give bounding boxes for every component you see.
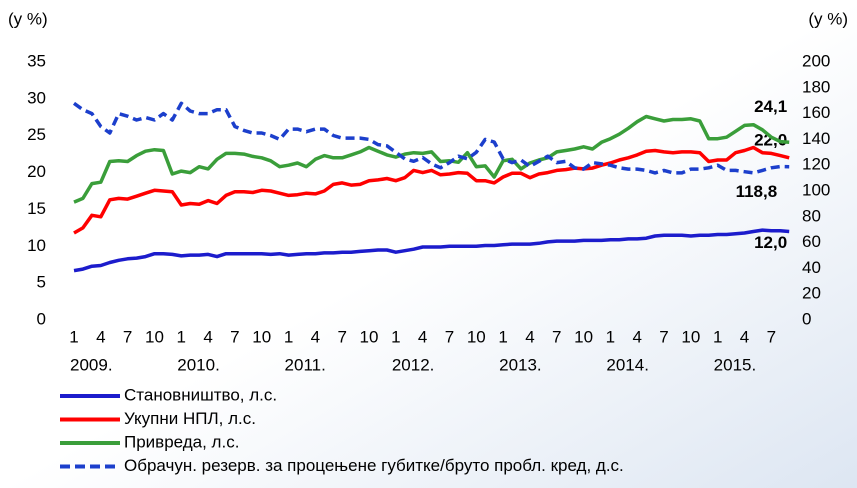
x-tick-label: 4 [418,327,427,346]
y2-tick-label: 80 [802,206,821,225]
series-line [73,114,790,204]
y2-axis-label: (у %) [808,9,848,28]
year-label: 2010. [177,355,220,374]
legend-label: Укупни НПЛ, л.с. [124,409,256,428]
x-tick-label: 4 [525,327,534,346]
legend-label: Обрачун. резерв. за процењене губитке/бр… [124,456,624,475]
x-tick-label: 1 [391,327,400,346]
x-tick-label: 1 [713,327,722,346]
x-tick-label: 4 [96,327,105,346]
y2-tick-label: 20 [802,284,821,303]
x-tick-label: 10 [145,327,164,346]
value-label: 22,0 [754,130,787,149]
y-tick-label: 15 [27,199,46,218]
year-label: 2014. [606,355,649,374]
y-tick-label: 5 [37,273,46,292]
x-tick-label: 7 [230,327,239,346]
legend-label: Становништво, л.с. [124,385,277,404]
series-line [73,228,790,273]
value-label: 24,1 [754,97,787,116]
y-tick-label: 30 [27,88,46,107]
y2-tick-label: 0 [802,309,811,328]
x-tick-label: 4 [311,327,320,346]
year-label: 2012. [392,355,435,374]
x-tick-label: 4 [632,327,641,346]
y-tick-label: 20 [27,162,46,181]
x-tick-label: 10 [574,327,593,346]
y-tick-label: 35 [27,51,46,70]
y2-tick-label: 100 [802,180,830,199]
x-tick-label: 7 [337,327,346,346]
x-tick-label: 1 [177,327,186,346]
x-tick-label: 1 [498,327,507,346]
x-tick-label: 7 [767,327,776,346]
y-axis-label: (у %) [8,9,48,28]
y-tick-label: 25 [27,125,46,144]
y2-tick-label: 40 [802,258,821,277]
series-line [73,145,790,235]
x-tick-label: 10 [252,327,271,346]
year-label: 2013. [499,355,542,374]
x-tick-label: 10 [681,327,700,346]
x-tick-label: 1 [69,327,78,346]
value-label: 12,0 [754,233,787,252]
series-line [72,101,790,175]
x-tick-label: 1 [284,327,293,346]
legend-label: Привреда, л.с. [124,432,239,451]
x-tick-label: 10 [360,327,379,346]
x-tick-label: 7 [659,327,668,346]
year-label: 2015. [714,355,757,374]
x-tick-label: 4 [203,327,212,346]
y2-tick-label: 160 [802,103,830,122]
y2-tick-label: 120 [802,155,830,174]
x-tick-label: 7 [552,327,561,346]
y2-tick-label: 180 [802,77,830,96]
y2-tick-label: 140 [802,129,830,148]
x-tick-label: 1 [606,327,615,346]
y-tick-label: 10 [27,236,46,255]
y2-tick-label: 60 [802,232,821,251]
x-tick-label: 10 [467,327,486,346]
y-tick-label: 0 [37,309,46,328]
x-tick-label: 7 [445,327,454,346]
year-label: 2011. [285,355,326,374]
year-label: 2009. [70,355,113,374]
x-tick-label: 7 [123,327,132,346]
y2-tick-label: 200 [802,51,830,70]
x-tick-label: 4 [740,327,749,346]
value-label: 118,8 [736,182,778,201]
